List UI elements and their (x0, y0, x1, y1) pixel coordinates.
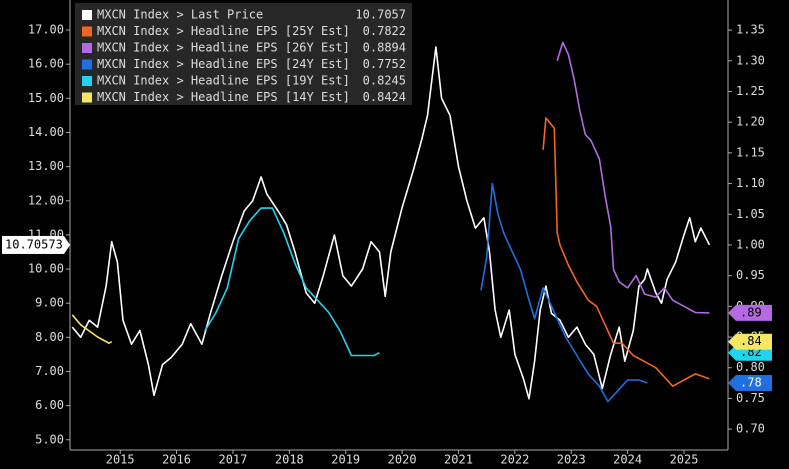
x-tick-label: 2023 (557, 453, 586, 467)
legend-swatch (82, 59, 92, 70)
x-tick-label: 2018 (275, 453, 304, 467)
legend-swatch (82, 43, 92, 53)
value-tag-label: .89 (740, 305, 762, 319)
legend-swatch (82, 76, 92, 86)
legend-value: 0.7752 (363, 57, 406, 71)
last-price-tag (2, 235, 64, 254)
y-tick-label: 6.00 (35, 398, 64, 412)
y-tick-label: 5.00 (35, 432, 64, 446)
x-tick-label: 2025 (670, 453, 699, 467)
legend-label: MXCN Index > Headline EPS [25Y Est] (97, 24, 350, 38)
y2-tick-label: 0.75 (736, 391, 765, 405)
y2-tick-label: 1.25 (736, 84, 765, 98)
series-line (71, 314, 113, 344)
x-tick-label: 2020 (388, 453, 417, 467)
y-tick-label: 8.00 (35, 330, 64, 344)
value-tag-label: .78 (740, 375, 762, 389)
y2-tick-label: 1.00 (736, 237, 765, 251)
legend-value: 0.8245 (363, 74, 406, 88)
legend-label: MXCN Index > Headline EPS [26Y Est] (97, 41, 350, 55)
y2-tick-label: 1.05 (736, 207, 765, 221)
y2-tick-label: 0.80 (736, 360, 765, 374)
legend-label: MXCN Index > Last Price (97, 8, 263, 22)
x-tick-label: 2021 (444, 453, 473, 467)
legend-swatch (82, 10, 92, 20)
y-tick-label: 14.00 (28, 125, 64, 139)
y2-tick-label: 1.20 (736, 115, 765, 129)
legend-label: MXCN Index > Headline EPS [19Y Est] (97, 74, 350, 88)
legend-label: MXCN Index > Headline EPS [14Y Est] (97, 90, 350, 104)
y-tick-label: 13.00 (28, 159, 64, 173)
x-tick-label: 2019 (331, 453, 360, 467)
legend-box (75, 3, 412, 105)
legend-value: 0.7822 (363, 24, 406, 38)
y2-tick-label: 0.70 (736, 422, 765, 436)
y-tick-label: 9.00 (35, 296, 64, 310)
x-tick-label: 2022 (500, 453, 529, 467)
value-tag-label: .84 (740, 334, 762, 348)
y-tick-label: 16.00 (28, 57, 64, 71)
y2-tick-label: 1.35 (736, 23, 765, 37)
y-tick-label: 12.00 (28, 193, 64, 207)
series-line (542, 117, 710, 387)
legend-value: 0.8894 (363, 41, 406, 55)
y2-tick-label: 1.15 (736, 145, 765, 159)
x-tick-label: 2017 (218, 453, 247, 467)
legend-swatch (82, 92, 92, 103)
value-tag (728, 374, 772, 391)
legend-swatch (82, 26, 92, 37)
x-tick-label: 2024 (613, 453, 642, 467)
y2-tick-label: 0.95 (736, 268, 765, 282)
last-price-tag-label: 10.70573 (5, 237, 63, 251)
series-line (204, 207, 380, 357)
y-tick-label: 17.00 (28, 23, 64, 37)
y2-tick-label: 1.10 (736, 176, 765, 190)
y-tick-label: 10.00 (28, 262, 64, 276)
value-tag (728, 304, 772, 321)
legend-value: 0.8424 (363, 90, 406, 104)
series-line (556, 41, 710, 314)
y-tick-label: 7.00 (35, 364, 64, 378)
legend: MXCN Index > Last Price 10.7057 MXCN Index… (75, 3, 412, 105)
legend-value: 10.7057 (355, 8, 406, 22)
y-tick-label: 15.00 (28, 91, 64, 105)
y2-tick-label: 1.30 (736, 53, 765, 67)
legend-label: MXCN Index > Headline EPS [24Y Est] (97, 57, 350, 71)
series-line (480, 182, 648, 403)
value-tag (728, 333, 772, 350)
x-tick-label: 2016 (162, 453, 191, 467)
x-tick-label: 2015 (106, 453, 135, 467)
last-price-tag-pointer (64, 235, 70, 254)
